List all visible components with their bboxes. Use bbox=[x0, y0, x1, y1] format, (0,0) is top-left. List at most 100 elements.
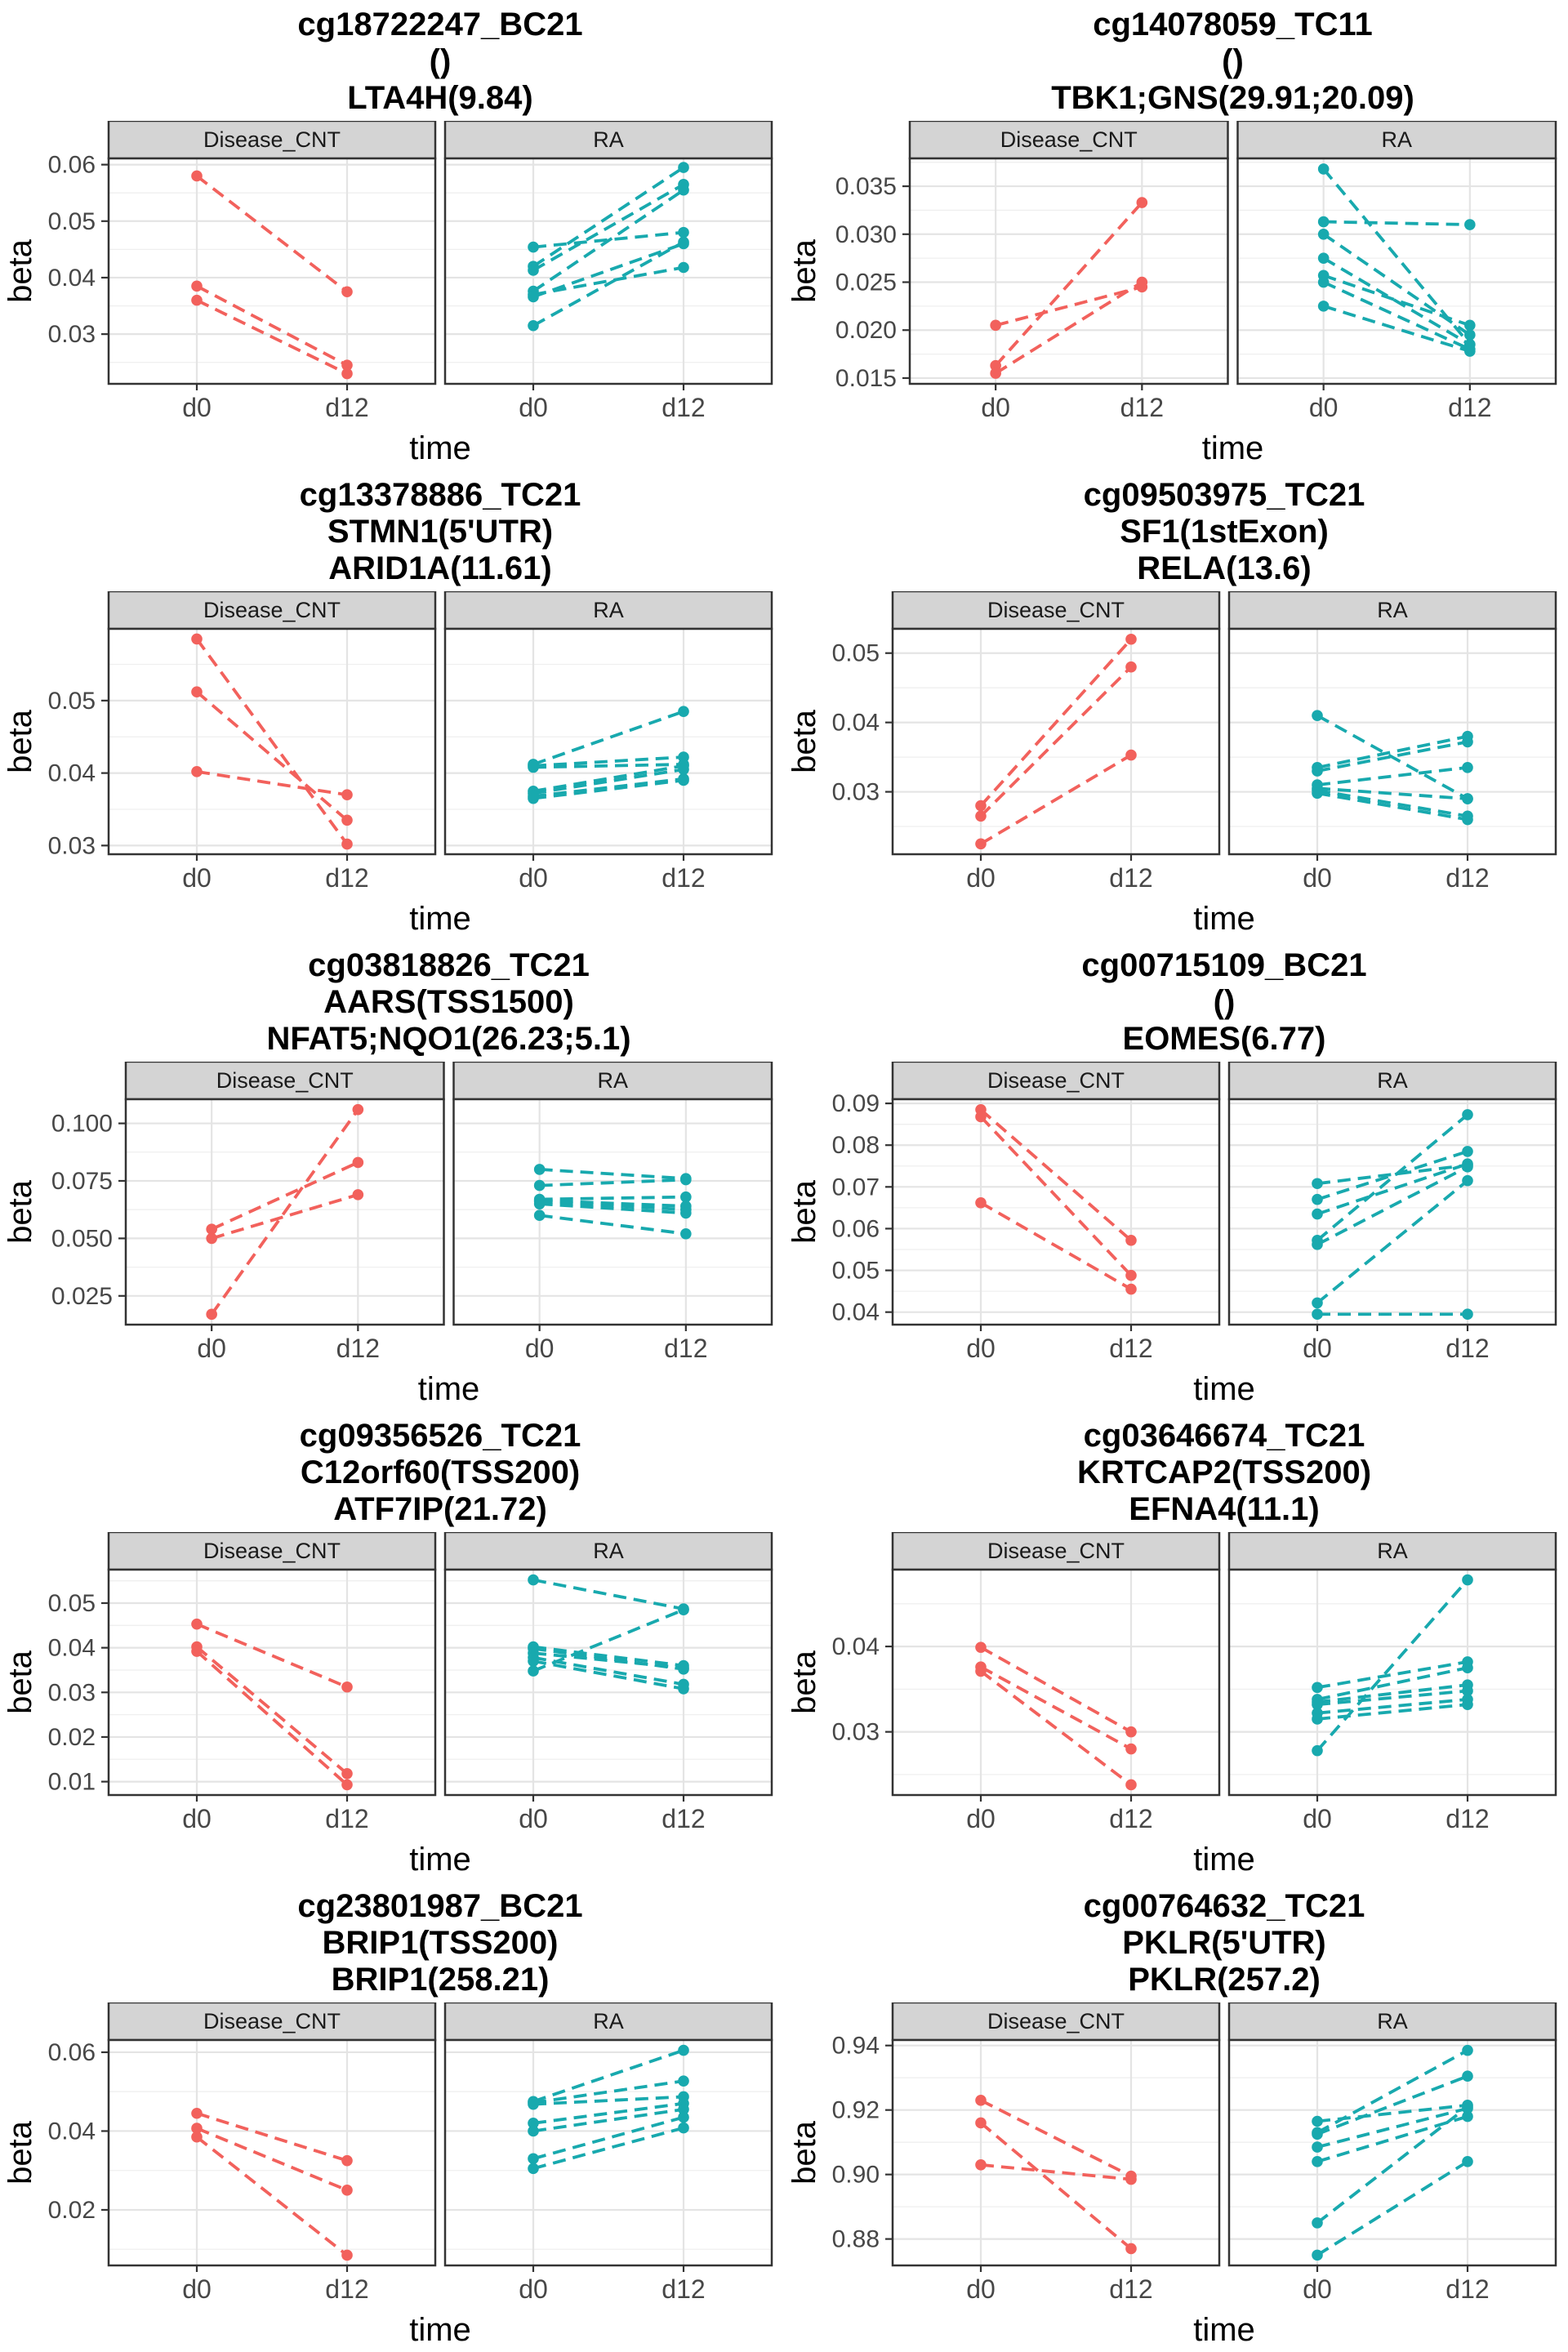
data-point-d0 bbox=[975, 2095, 987, 2106]
series-line bbox=[1316, 2114, 1468, 2163]
data-point-d0 bbox=[1312, 2217, 1323, 2229]
panel-background bbox=[893, 2040, 1219, 2265]
series-line bbox=[532, 763, 684, 769]
data-point-d12 bbox=[1125, 2173, 1137, 2185]
y-axis-title: beta bbox=[786, 709, 822, 773]
series-line bbox=[532, 2048, 684, 2104]
series-line bbox=[195, 174, 349, 293]
facet-panel-RA: RA d0 d12 bbox=[1236, 121, 1557, 422]
facet-strip bbox=[1227, 1532, 1557, 1571]
x-axis-title: time bbox=[409, 901, 471, 937]
facet-plot: Disease_CNT d0 d12 RA d0 d12 0.03 0.04 0.05 0.06 t… bbox=[2, 121, 773, 466]
series-line bbox=[1316, 791, 1468, 822]
y-tick-label: 0.06 bbox=[48, 2039, 96, 2066]
series-line bbox=[1316, 1666, 1468, 1701]
data-point-d12 bbox=[1462, 2070, 1473, 2082]
y-tick-label: 0.09 bbox=[832, 1090, 880, 1117]
data-point-d0 bbox=[528, 1665, 539, 1677]
facet-strip bbox=[124, 1062, 445, 1101]
series-line bbox=[1322, 280, 1471, 351]
facet-strip bbox=[107, 1532, 437, 1571]
panel-background bbox=[445, 629, 772, 854]
data-point-d12 bbox=[1462, 762, 1473, 773]
series-line bbox=[995, 285, 1143, 327]
y-axis-title: beta bbox=[786, 1179, 822, 1244]
plot-cell-cg09356526_TC21: cg09356526_TC21 C12orf60(TSS200) ATF7IP(21… bbox=[0, 1411, 784, 1882]
x-tick-label: d0 bbox=[1303, 2274, 1332, 2304]
facet-strip bbox=[107, 2002, 437, 2042]
plot-title-line-2: AARS(TSS1500) bbox=[323, 984, 574, 1020]
y-tick-label: 0.03 bbox=[48, 1679, 96, 1706]
facet-plot: Disease_CNT d0 d12 RA d0 d12 0.04 0.05 0.06 0.07 0… bbox=[786, 1062, 1557, 1407]
x-tick-label: d0 bbox=[525, 1334, 555, 1363]
data-point-d0 bbox=[990, 319, 1001, 332]
data-point-d12 bbox=[1125, 1779, 1137, 1791]
data-point-d12 bbox=[1462, 736, 1473, 748]
series-line bbox=[1316, 1150, 1468, 1201]
x-tick-label: d0 bbox=[519, 393, 548, 422]
data-point-d0 bbox=[975, 810, 987, 822]
series-line bbox=[195, 690, 349, 822]
data-point-d0 bbox=[533, 1164, 546, 1175]
series-line bbox=[995, 280, 1143, 375]
plot-cell-cg00764632_TC21: cg00764632_TC21 PKLR(5'UTR) PKLR(257.2) Dis… bbox=[784, 1882, 1568, 2352]
x-tick-label: d0 bbox=[966, 1334, 996, 1363]
x-tick-label: d12 bbox=[325, 2274, 368, 2304]
data-point-d0 bbox=[975, 1196, 987, 1209]
panel-background bbox=[893, 1570, 1219, 1795]
y-tick-label: 0.88 bbox=[832, 2226, 880, 2253]
facet-strip-label: Disease_CNT bbox=[216, 1068, 354, 1093]
series-line bbox=[539, 1214, 687, 1236]
series-line bbox=[532, 166, 685, 268]
data-point-d12 bbox=[1462, 1662, 1473, 1674]
x-tick-label: d12 bbox=[1120, 393, 1164, 422]
data-point-d0 bbox=[1312, 1178, 1323, 1190]
data-point-d0 bbox=[528, 2118, 539, 2129]
x-tick-label: d0 bbox=[519, 1804, 548, 1833]
plot-title-line-3: ARID1A(11.61) bbox=[328, 550, 552, 586]
series-line bbox=[532, 1645, 684, 1668]
series-line bbox=[532, 2101, 684, 2125]
series-line bbox=[195, 638, 349, 845]
series-line bbox=[532, 1651, 684, 1670]
facet-strip bbox=[443, 1532, 773, 1571]
y-tick-label: 0.100 bbox=[51, 1111, 113, 1138]
plot-title-line-2: () bbox=[429, 43, 452, 79]
x-tick-label: d0 bbox=[966, 1804, 996, 1833]
data-point-d0 bbox=[975, 1642, 987, 1653]
data-point-d0 bbox=[990, 368, 1001, 379]
data-point-d12 bbox=[678, 774, 689, 786]
series-line bbox=[1323, 305, 1471, 353]
facet-strip-label: Disease_CNT bbox=[987, 2009, 1125, 2034]
y-axis-title: beta bbox=[2, 2120, 38, 2185]
facet-strip-label: Disease_CNT bbox=[203, 598, 341, 622]
data-point-d12 bbox=[341, 368, 353, 380]
data-point-d12 bbox=[678, 162, 689, 173]
y-tick-label: 0.92 bbox=[832, 2097, 880, 2124]
data-point-d12 bbox=[341, 838, 353, 850]
y-tick-label: 0.04 bbox=[48, 265, 96, 292]
data-point-d0 bbox=[975, 838, 987, 850]
x-tick-label: d12 bbox=[662, 393, 705, 422]
plot-title-line-1: cg14078059_TC11 bbox=[1093, 7, 1373, 42]
y-tick-label: 0.025 bbox=[51, 1283, 113, 1310]
x-tick-label: d0 bbox=[966, 2274, 996, 2304]
data-point-d0 bbox=[528, 792, 539, 804]
plot-title-line-2: BRIP1(TSS200) bbox=[322, 1925, 559, 1961]
data-point-d12 bbox=[1125, 1234, 1137, 1246]
plot-title: cg00715109_BC21() EOMES(6.77) bbox=[784, 941, 1568, 1062]
data-point-d0 bbox=[1317, 276, 1330, 288]
plot-title-line-2: SF1(1stExon) bbox=[1120, 514, 1329, 550]
series-line bbox=[1316, 1660, 1468, 1690]
panel-border bbox=[443, 627, 773, 856]
plot-title-line-2: PKLR(5'UTR) bbox=[1122, 1925, 1326, 1961]
data-point-d0 bbox=[528, 241, 539, 253]
data-point-d0 bbox=[975, 1111, 987, 1123]
data-point-d0 bbox=[533, 1179, 546, 1192]
y-axis-title: beta bbox=[2, 238, 38, 303]
data-point-d12 bbox=[1125, 1283, 1137, 1295]
data-point-d12 bbox=[1462, 1161, 1473, 1173]
y-tick-label: 0.035 bbox=[835, 173, 897, 200]
series-line bbox=[532, 1578, 684, 1610]
facet-strip-label: Disease_CNT bbox=[987, 598, 1125, 622]
